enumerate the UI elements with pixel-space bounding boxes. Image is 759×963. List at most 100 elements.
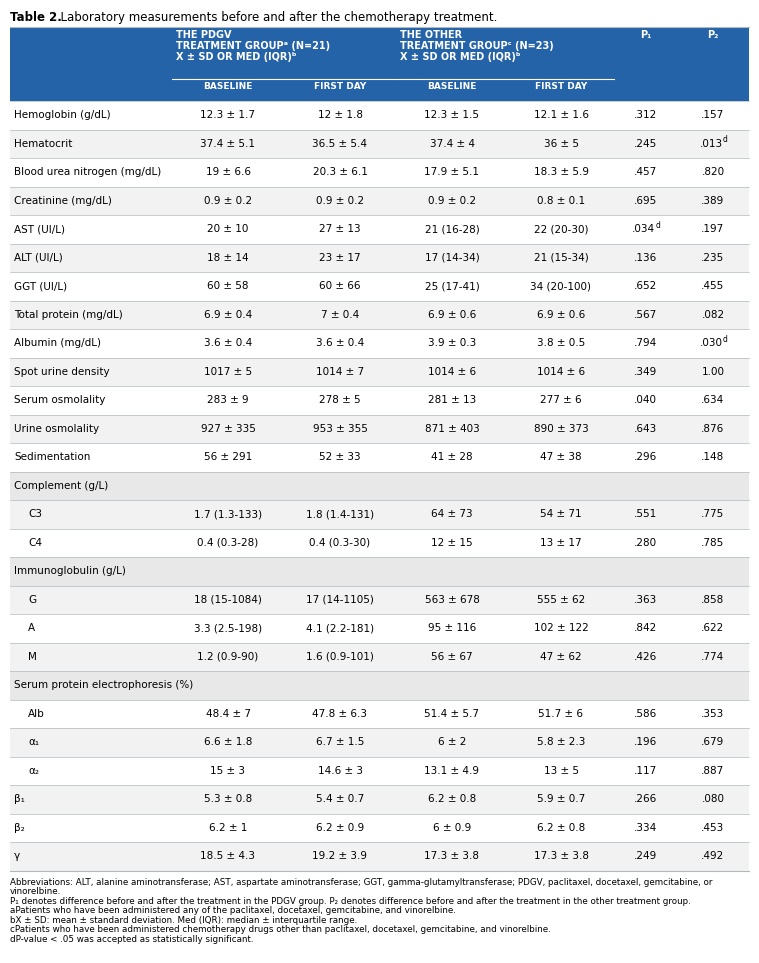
Text: .876: .876	[701, 424, 725, 433]
Text: 0.9 ± 0.2: 0.9 ± 0.2	[428, 195, 476, 206]
Text: .887: .887	[701, 766, 725, 776]
Bar	[10, 414, 749, 443]
Text: 37.4 ± 4: 37.4 ± 4	[430, 139, 474, 148]
Text: Total protein (mg/dL): Total protein (mg/dL)	[14, 310, 123, 320]
Bar	[10, 215, 749, 244]
Text: 3.3 (2.5-198): 3.3 (2.5-198)	[194, 623, 262, 634]
Text: 48.4 ± 7: 48.4 ± 7	[206, 709, 250, 718]
Text: 54 ± 71: 54 ± 71	[540, 509, 582, 519]
Text: 0.8 ± 0.1: 0.8 ± 0.1	[537, 195, 585, 206]
Text: .353: .353	[701, 709, 725, 718]
Text: d: d	[723, 135, 728, 144]
Bar	[10, 129, 749, 158]
Text: 60 ± 58: 60 ± 58	[207, 281, 249, 291]
Text: 890 ± 373: 890 ± 373	[534, 424, 588, 433]
Text: X ± SD OR MED (IQR)ᵇ: X ± SD OR MED (IQR)ᵇ	[400, 52, 521, 62]
Text: FIRST DAY: FIRST DAY	[535, 82, 587, 91]
Text: 4.1 (2.2-181): 4.1 (2.2-181)	[306, 623, 374, 634]
Text: Immunoglobulin (g/L): Immunoglobulin (g/L)	[14, 566, 126, 576]
Text: 927 ± 335: 927 ± 335	[200, 424, 256, 433]
Text: 871 ± 403: 871 ± 403	[424, 424, 480, 433]
Text: 1014 ± 7: 1014 ± 7	[316, 367, 364, 377]
Text: Sedimentation: Sedimentation	[14, 453, 90, 462]
Text: 6.7 ± 1.5: 6.7 ± 1.5	[316, 738, 364, 747]
Text: .622: .622	[701, 623, 725, 634]
Text: .080: .080	[701, 794, 725, 804]
Text: vinorelbine.: vinorelbine.	[10, 887, 61, 896]
Text: 1017 ± 5: 1017 ± 5	[204, 367, 252, 377]
Text: 6.9 ± 0.4: 6.9 ± 0.4	[204, 310, 252, 320]
Text: cPatients who have been administered chemotherapy drugs other than paclitaxel, d: cPatients who have been administered che…	[10, 925, 551, 934]
Text: GGT (UI/L): GGT (UI/L)	[14, 281, 67, 291]
Text: 13 ± 5: 13 ± 5	[543, 766, 578, 776]
Text: .040: .040	[634, 395, 657, 405]
Text: G: G	[28, 595, 36, 605]
Text: 95 ± 116: 95 ± 116	[428, 623, 476, 634]
Text: 12.1 ± 1.6: 12.1 ± 1.6	[534, 110, 588, 120]
Text: .034: .034	[632, 224, 655, 234]
Bar	[10, 158, 749, 187]
Text: 1.6 (0.9-101): 1.6 (0.9-101)	[306, 652, 374, 662]
Text: .457: .457	[634, 168, 657, 177]
Text: 56 ± 67: 56 ± 67	[431, 652, 473, 662]
Text: α₁: α₁	[28, 738, 39, 747]
Text: 3.6 ± 0.4: 3.6 ± 0.4	[316, 338, 364, 349]
Text: d: d	[723, 335, 728, 344]
Text: P₂: P₂	[707, 30, 719, 40]
Text: .245: .245	[634, 139, 657, 148]
Text: 6.2 ± 0.8: 6.2 ± 0.8	[537, 822, 585, 833]
Text: 21 (16-28): 21 (16-28)	[424, 224, 480, 234]
Text: 6.9 ± 0.6: 6.9 ± 0.6	[537, 310, 585, 320]
Bar	[10, 357, 749, 386]
Text: 555 ± 62: 555 ± 62	[537, 595, 585, 605]
Text: A: A	[28, 623, 35, 634]
Text: 953 ± 355: 953 ± 355	[313, 424, 367, 433]
Text: Albumin (mg/dL): Albumin (mg/dL)	[14, 338, 101, 349]
Text: .349: .349	[634, 367, 657, 377]
Text: 19 ± 6.6: 19 ± 6.6	[206, 168, 250, 177]
Text: 12.3 ± 1.7: 12.3 ± 1.7	[200, 110, 256, 120]
Text: Serum osmolality: Serum osmolality	[14, 395, 106, 405]
Text: 22 (20-30): 22 (20-30)	[534, 224, 588, 234]
Text: .296: .296	[634, 453, 657, 462]
Text: .842: .842	[634, 623, 657, 634]
Text: 0.4 (0.3-30): 0.4 (0.3-30)	[310, 537, 370, 548]
Text: 13.1 ± 4.9: 13.1 ± 4.9	[424, 766, 480, 776]
Bar	[10, 814, 749, 842]
Text: 56 ± 291: 56 ± 291	[204, 453, 252, 462]
Text: β₁: β₁	[14, 794, 25, 804]
Text: 1.00: 1.00	[701, 367, 725, 377]
Text: 1014 ± 6: 1014 ± 6	[537, 367, 585, 377]
Text: 5.4 ± 0.7: 5.4 ± 0.7	[316, 794, 364, 804]
Text: 3.8 ± 0.5: 3.8 ± 0.5	[537, 338, 585, 349]
Bar	[10, 785, 749, 814]
Text: .794: .794	[634, 338, 657, 349]
Text: C3: C3	[28, 509, 42, 519]
Text: Serum protein electrophoresis (%): Serum protein electrophoresis (%)	[14, 680, 194, 690]
Text: .586: .586	[634, 709, 657, 718]
Bar	[10, 642, 749, 671]
Text: AST (UI/L): AST (UI/L)	[14, 224, 65, 234]
Bar	[10, 842, 749, 871]
Text: .652: .652	[634, 281, 657, 291]
Text: .266: .266	[634, 794, 657, 804]
Text: .426: .426	[634, 652, 657, 662]
Bar	[10, 386, 749, 414]
Text: .567: .567	[634, 310, 657, 320]
Text: 52 ± 33: 52 ± 33	[320, 453, 361, 462]
Text: 6.9 ± 0.6: 6.9 ± 0.6	[428, 310, 476, 320]
Text: 27 ± 13: 27 ± 13	[320, 224, 361, 234]
Bar	[10, 272, 749, 300]
Text: 283 ± 9: 283 ± 9	[207, 395, 249, 405]
Text: 0.4 (0.3-28): 0.4 (0.3-28)	[197, 537, 259, 548]
Text: .551: .551	[634, 509, 657, 519]
Text: .235: .235	[701, 252, 725, 263]
Text: 23 ± 17: 23 ± 17	[320, 252, 361, 263]
Text: 19.2 ± 3.9: 19.2 ± 3.9	[313, 851, 367, 861]
Text: Spot urine density: Spot urine density	[14, 367, 109, 377]
Text: .030: .030	[700, 338, 723, 349]
Text: 47 ± 62: 47 ± 62	[540, 652, 582, 662]
Text: bX ± SD: mean ± standard deviation. Med (IQR): median ± interquartile range.: bX ± SD: mean ± standard deviation. Med …	[10, 916, 357, 924]
Text: 15 ± 3: 15 ± 3	[210, 766, 245, 776]
Text: .157: .157	[701, 110, 725, 120]
